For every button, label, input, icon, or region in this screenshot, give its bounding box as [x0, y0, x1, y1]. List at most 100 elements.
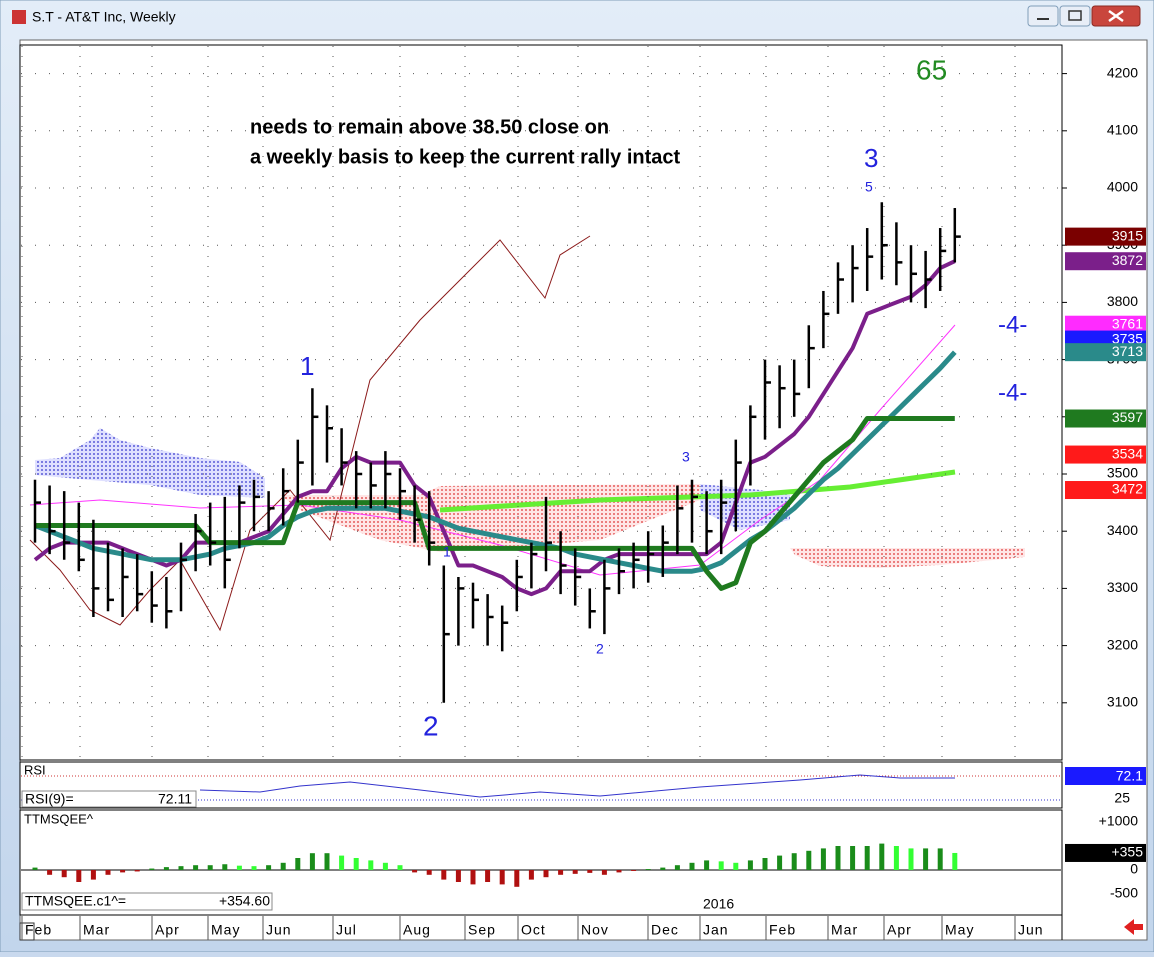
histogram-bar [251, 866, 257, 870]
wave-label: 5 [865, 179, 873, 195]
histogram-bar [455, 870, 461, 882]
histogram-bar [777, 855, 783, 870]
price-tag-label: 3872 [1112, 252, 1143, 268]
histogram-bar [850, 846, 856, 870]
price-tag [1065, 315, 1146, 334]
ttm-tick-label: +1000 [1099, 813, 1139, 829]
histogram-bar [704, 860, 710, 870]
histogram-bar [120, 870, 126, 873]
window-title: S.T - AT&T Inc, Weekly [32, 9, 176, 25]
x-tick-label: Apr [887, 922, 912, 938]
histogram-bar [32, 867, 38, 870]
scroll-box[interactable] [19, 922, 35, 941]
cloud [790, 548, 1025, 568]
ttm-readout-value: +354.60 [219, 893, 270, 909]
histogram-bar [733, 862, 739, 870]
histogram-bar [923, 848, 929, 870]
y-tick-label: 4000 [1107, 179, 1138, 195]
y-tick-label: 3200 [1107, 636, 1138, 652]
y-tick-label: 4100 [1107, 122, 1138, 138]
histogram-bar [499, 870, 505, 885]
wave-label: 3 [682, 449, 690, 465]
minimize-button[interactable] [1027, 5, 1059, 27]
histogram-bar [747, 860, 753, 870]
x-tick-label: Aug [403, 922, 431, 938]
ttm-panel [19, 809, 1063, 916]
y-tick-label: 3500 [1107, 465, 1138, 481]
histogram-bar [864, 846, 870, 870]
app-icon [12, 10, 26, 24]
y-tick-label: 3400 [1107, 522, 1138, 538]
scroll-arrow[interactable] [1124, 919, 1143, 935]
price-tag [1065, 343, 1146, 362]
wave-label: 2 [423, 710, 439, 741]
histogram-bar [689, 862, 695, 870]
rsi-tag-value: 72.1 [1116, 768, 1143, 784]
price-tag-label: 3597 [1112, 409, 1143, 425]
histogram-bar [952, 852, 958, 870]
x-tick-label: Jul [336, 922, 357, 938]
maximize-icon [1068, 10, 1082, 21]
price-tag-label: 3472 [1112, 481, 1143, 497]
ttm-readout-box [21, 892, 273, 911]
window-buttons[interactable] [1027, 5, 1141, 27]
histogram-bar [266, 865, 272, 870]
histogram-bar [893, 846, 899, 870]
month-axis: Feb Mar Apr May Jun Jul Aug Sep Oct Nov Dec Jan Feb M… [21, 916, 1043, 940]
histogram-bar [61, 870, 67, 878]
histogram-bar [616, 870, 622, 873]
histogram-bar [90, 870, 96, 880]
annotation: a weekly basis to keep the current rally… [250, 146, 681, 168]
wave-label: 3 [864, 143, 878, 173]
histogram-bar [587, 870, 593, 873]
ttm-tick-label: -500 [1110, 885, 1138, 901]
histogram-bar [908, 848, 914, 870]
rsi-label: RSI [24, 762, 46, 777]
histogram-bar [236, 865, 242, 870]
histogram-bar [485, 870, 491, 882]
histogram-bar [820, 848, 826, 870]
histogram-bar [718, 861, 724, 870]
price-tag-label: 3735 [1112, 330, 1143, 346]
ttm-tick-label: 0 [1130, 861, 1138, 877]
price-tag [1065, 252, 1146, 271]
x-tick-label: May [211, 922, 240, 938]
y-tick-label: 4200 [1107, 64, 1138, 80]
x-tick-label: Feb [25, 922, 52, 938]
x-tick-label: Oct [521, 922, 546, 938]
histogram-bar [631, 870, 637, 871]
price-tag-label: 3761 [1112, 315, 1143, 331]
ttm-tag [1065, 843, 1146, 862]
histogram-bar [572, 870, 578, 874]
rsi-readout-box [21, 790, 197, 808]
wave-label: -4- [998, 379, 1027, 406]
price-tag [1065, 409, 1146, 428]
x-tick-label: Mar [83, 922, 110, 938]
histogram-bar [47, 870, 53, 875]
histogram-bar [791, 853, 797, 870]
histogram-bar [645, 869, 651, 870]
x-tick-label: Sep [468, 922, 496, 938]
histogram-bar [470, 870, 476, 885]
histogram-bar [339, 855, 345, 870]
price-tag [1065, 481, 1146, 500]
histogram-bar [353, 858, 359, 870]
wave-label: 1 [443, 544, 451, 560]
moving-average [35, 416, 955, 591]
histogram-bar [193, 865, 199, 870]
y-tick-label: 3800 [1107, 293, 1138, 309]
maximize-button[interactable] [1059, 5, 1091, 27]
x-tick-label: Jan [703, 922, 729, 938]
rsi-readout-label: RSI(9)= [25, 791, 74, 807]
histogram-bar [879, 843, 885, 870]
price-tag-label: 3534 [1112, 445, 1143, 461]
wave-label: 2 [596, 641, 604, 657]
histogram-bar [324, 853, 330, 870]
ttm-label: TTMSQEE^ [24, 811, 94, 826]
histogram-bar [601, 870, 607, 875]
price-plot [21, 46, 1061, 759]
momentum-line [29, 235, 591, 632]
histogram-bar [149, 868, 155, 870]
histogram-bar [660, 867, 666, 870]
